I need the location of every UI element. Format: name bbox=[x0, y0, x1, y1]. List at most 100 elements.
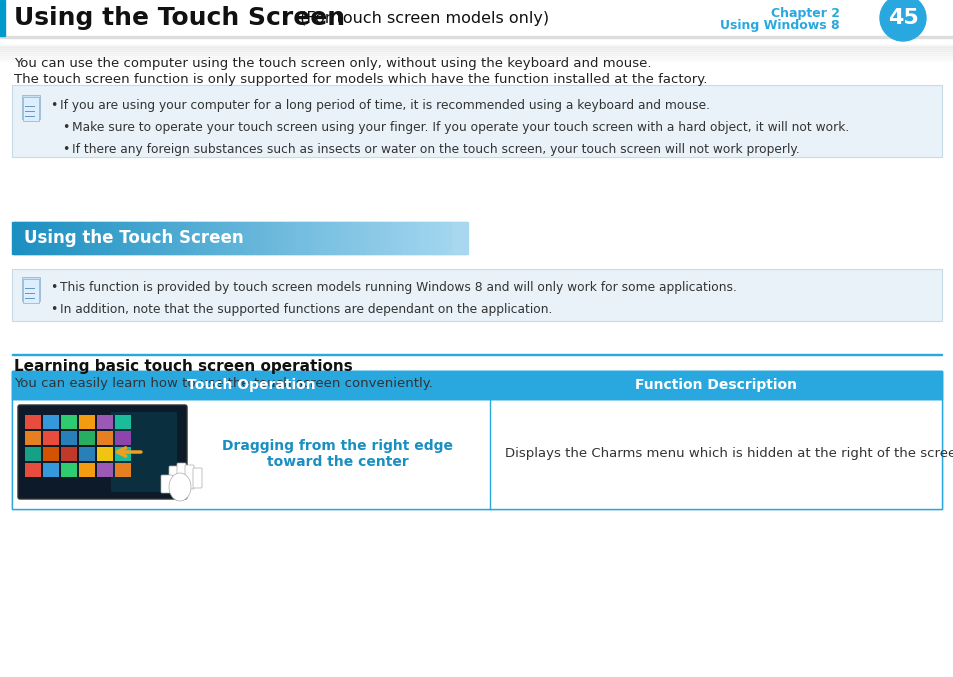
Bar bbox=[341, 222, 343, 254]
Bar bbox=[70, 222, 72, 254]
Bar bbox=[375, 222, 378, 254]
Bar bbox=[13, 222, 16, 254]
Bar bbox=[0, 47, 953, 49]
Bar bbox=[139, 222, 142, 254]
Bar bbox=[12, 371, 941, 399]
Bar bbox=[427, 222, 430, 254]
Bar bbox=[22, 277, 40, 301]
Bar bbox=[24, 222, 27, 254]
Bar bbox=[18, 222, 21, 254]
Bar bbox=[270, 222, 272, 254]
Bar bbox=[12, 354, 941, 355]
Bar bbox=[133, 222, 135, 254]
Bar bbox=[249, 222, 251, 254]
Bar bbox=[395, 222, 397, 254]
Bar bbox=[216, 222, 219, 254]
Bar bbox=[254, 222, 257, 254]
Bar bbox=[23, 279, 39, 303]
Bar bbox=[111, 412, 176, 492]
Bar bbox=[303, 222, 305, 254]
Bar bbox=[326, 222, 328, 254]
Bar bbox=[422, 222, 425, 254]
Circle shape bbox=[879, 0, 925, 41]
Bar bbox=[237, 222, 240, 254]
FancyBboxPatch shape bbox=[169, 466, 178, 490]
Bar bbox=[64, 222, 66, 254]
Bar bbox=[435, 222, 437, 254]
Bar bbox=[304, 222, 307, 254]
Bar bbox=[0, 49, 953, 51]
Bar bbox=[380, 222, 383, 254]
Bar bbox=[418, 222, 420, 254]
Bar bbox=[195, 222, 198, 254]
Text: •: • bbox=[50, 99, 57, 112]
Bar bbox=[0, 45, 953, 47]
Bar bbox=[448, 222, 451, 254]
Bar bbox=[424, 222, 427, 254]
Bar bbox=[79, 463, 95, 477]
Bar bbox=[177, 222, 180, 254]
Bar bbox=[215, 222, 217, 254]
Bar bbox=[72, 222, 75, 254]
Bar bbox=[290, 222, 292, 254]
Bar bbox=[97, 463, 112, 477]
Bar bbox=[301, 222, 304, 254]
Bar bbox=[12, 371, 941, 509]
Bar bbox=[349, 222, 351, 254]
Bar bbox=[27, 222, 30, 254]
Bar bbox=[383, 222, 386, 254]
Bar bbox=[34, 222, 37, 254]
Bar bbox=[152, 222, 153, 254]
Bar bbox=[61, 431, 77, 445]
Bar bbox=[79, 431, 95, 445]
Bar bbox=[291, 222, 294, 254]
Bar bbox=[337, 222, 340, 254]
Bar bbox=[43, 431, 59, 445]
Bar bbox=[318, 222, 320, 254]
Bar bbox=[218, 222, 220, 254]
Bar bbox=[61, 463, 77, 477]
Bar bbox=[57, 222, 60, 254]
Bar bbox=[234, 222, 237, 254]
Bar bbox=[119, 222, 122, 254]
Bar bbox=[75, 222, 78, 254]
Bar bbox=[193, 222, 194, 254]
Bar bbox=[0, 0, 5, 36]
Bar bbox=[144, 222, 147, 254]
Bar bbox=[286, 222, 289, 254]
Text: •: • bbox=[62, 121, 70, 134]
Bar bbox=[0, 51, 953, 53]
Bar bbox=[61, 415, 77, 429]
Bar bbox=[359, 222, 361, 254]
Bar bbox=[12, 371, 941, 399]
Bar bbox=[111, 222, 113, 254]
Bar bbox=[113, 222, 116, 254]
Bar bbox=[221, 222, 224, 254]
Bar bbox=[54, 222, 57, 254]
Bar bbox=[56, 222, 58, 254]
Bar bbox=[77, 222, 80, 254]
Bar bbox=[327, 222, 330, 254]
Bar bbox=[97, 431, 112, 445]
Bar bbox=[97, 447, 112, 461]
Bar bbox=[457, 222, 460, 254]
Bar bbox=[368, 222, 371, 254]
Bar bbox=[65, 222, 68, 254]
Bar bbox=[36, 222, 39, 254]
Bar bbox=[115, 463, 131, 477]
Bar bbox=[312, 222, 314, 254]
Bar bbox=[226, 222, 228, 254]
Bar bbox=[112, 222, 114, 254]
Bar bbox=[330, 222, 333, 254]
Bar bbox=[23, 97, 39, 121]
Bar bbox=[347, 222, 350, 254]
Bar bbox=[172, 222, 173, 254]
Text: 45: 45 bbox=[886, 8, 918, 28]
FancyBboxPatch shape bbox=[18, 405, 187, 499]
Bar bbox=[68, 222, 71, 254]
Bar bbox=[50, 222, 52, 254]
Bar bbox=[41, 222, 43, 254]
Bar bbox=[25, 106, 35, 107]
Bar bbox=[43, 447, 59, 461]
Bar bbox=[101, 222, 104, 254]
